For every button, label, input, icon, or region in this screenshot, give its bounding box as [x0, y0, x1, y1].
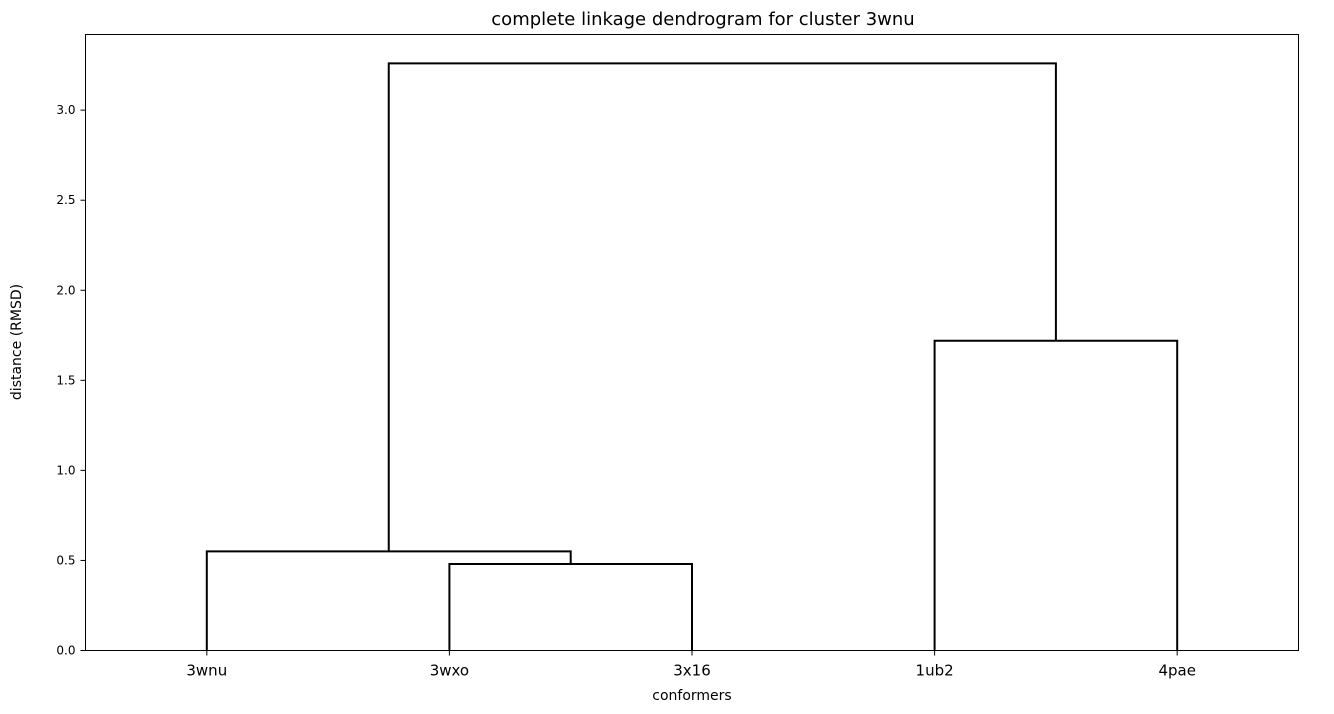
y-tick-label: 1.5: [56, 373, 75, 387]
y-tick-label: 2.0: [56, 283, 75, 297]
y-tick-label: 0.5: [56, 553, 75, 567]
merge-link-1: [448, 563, 693, 651]
plot-frame: [85, 34, 1299, 651]
leaf-label-1ub2: 1ub2: [916, 662, 954, 680]
leaf-label-4pae: 4pae: [1158, 662, 1196, 680]
chart-title: complete linkage dendrogram for cluster …: [491, 9, 914, 30]
leaf-label-3wnu: 3wnu: [186, 662, 227, 680]
leaf-label-3wxo: 3wxo: [430, 662, 469, 680]
y-tick-label: 1.0: [56, 463, 75, 477]
merge-link-4: [387, 62, 1057, 552]
x-axis: 3wnu 3wxo 3x16 1ub2 4pae: [186, 650, 1196, 680]
leaf-label-3x16: 3x16: [673, 662, 711, 680]
merge-link-3: [933, 339, 1179, 651]
y-axis-label: distance (RMSD): [9, 284, 25, 400]
dendrogram-links: [205, 62, 1179, 651]
y-tick-label: 2.5: [56, 193, 75, 207]
x-axis-label: conformers: [652, 688, 731, 704]
merge-link-2: [205, 550, 572, 651]
y-axis: 0.0 0.5 1.0 1.5 2.0 2.5 3.0: [56, 103, 86, 658]
y-tick-label: 3.0: [56, 103, 75, 117]
y-tick-label: 0.0: [56, 644, 75, 658]
